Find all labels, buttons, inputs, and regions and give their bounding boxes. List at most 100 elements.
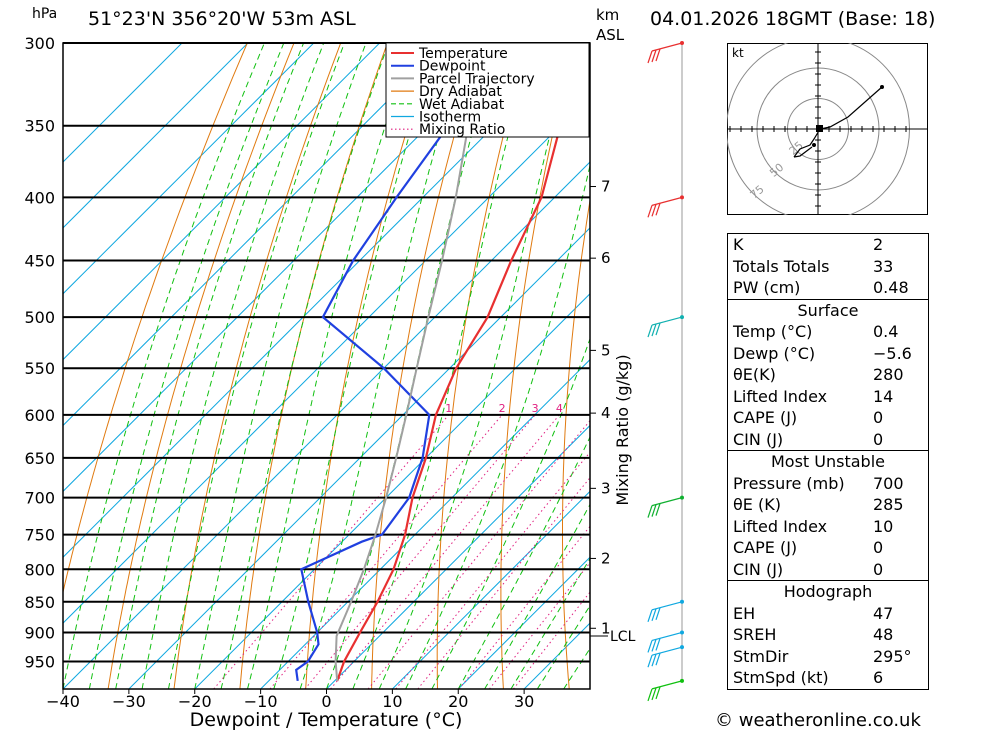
wind-barb (647, 645, 684, 668)
hodograph-stat-label: EH (733, 603, 756, 623)
mixing-ratio-line (304, 414, 536, 689)
km-tick-label: 4 (601, 404, 611, 422)
mixing-ratio-line (489, 561, 590, 689)
km-unit-label: km (596, 6, 620, 24)
index-label: PW (cm) (733, 278, 801, 298)
dry-adiabat-line (173, 43, 342, 689)
hodograph-stat-label: SREH (733, 625, 777, 645)
most-unstable-row: CAPE (J) 0 (728, 537, 928, 559)
index-value: 2 (873, 235, 884, 255)
dry-adiabat-line (107, 43, 295, 689)
surface-row: CAPE (J) 0 (728, 407, 928, 429)
mixing-ratio-line (330, 414, 560, 689)
location-title: 51°23'N 356°20'W 53m ASL (88, 8, 356, 30)
hodograph-stat-label: StmSpd (kt) (733, 668, 829, 688)
km-tick-label: 6 (601, 249, 611, 267)
wind-barb (647, 599, 684, 622)
index-label: Totals Totals (733, 256, 830, 276)
most-unstable-value: 285 (873, 495, 904, 515)
legend-label: Wet Adiabat (419, 97, 505, 113)
surface-value: 0 (873, 429, 884, 449)
wet-adiabat-line (299, 43, 468, 689)
mixing-ratio-line (395, 451, 590, 689)
legend-label: Parcel Trajectory (419, 71, 535, 87)
isotherm-line (63, 161, 590, 689)
isotherm-line (63, 43, 249, 229)
most-unstable-title: Most Unstable (771, 452, 885, 471)
storm-motion-marker (816, 125, 823, 132)
pressure-unit-label: hPa (32, 6, 58, 22)
hodograph-stat-label: StmDir (733, 646, 789, 666)
wet-adiabat-line (63, 43, 265, 689)
legend-label: Mixing Ratio (419, 122, 505, 138)
dry-adiabat-line (305, 43, 435, 689)
pressure-tick-label: 300 (24, 34, 55, 53)
surface-row: CIN (J) 0 (728, 429, 928, 451)
km-tick-label: 3 (601, 479, 611, 497)
mixing-ratio-tick-label: 20 (702, 402, 716, 415)
hodograph-stat-value: 47 (873, 603, 894, 623)
mixing-ratio-tick-label: 3 (532, 402, 539, 415)
dewpoint-profile (295, 43, 480, 682)
wind-barb (647, 678, 684, 702)
temperature-tick-label: 10 (382, 692, 402, 711)
x-axis-label: Dewpoint / Temperature (°C) (190, 709, 463, 731)
parcel-trajectory-profile (334, 60, 482, 681)
pressure-tick-label: 450 (24, 252, 55, 271)
index-row: Totals Totals 33 (728, 256, 928, 278)
index-row: PW (cm) 0.48 (728, 277, 928, 299)
mixing-ratio-tick-label: 1 (445, 402, 452, 415)
surface-label: CIN (J) (733, 429, 784, 449)
wet-adiabat-line (88, 43, 285, 689)
most-unstable-label: Pressure (mb) (733, 473, 845, 493)
wind-barb (647, 495, 684, 518)
dry-adiabat-line (945, 6, 1000, 715)
mixing-ratio-line (269, 414, 503, 689)
most-unstable-row: Pressure (mb) 700 (728, 473, 928, 495)
mixing-ratio-line (458, 525, 590, 689)
wet-adiabat-line (167, 43, 345, 689)
isotherm-line (326, 424, 590, 689)
pressure-tick-label: 500 (24, 308, 55, 327)
temperature-tick-label: −20 (178, 692, 212, 711)
surface-title: Surface (797, 300, 859, 320)
isotherm-line (63, 43, 512, 493)
surface-value: 14 (873, 386, 894, 406)
wet-adiabat-line (431, 337, 590, 689)
most-unstable-row: CIN (J) 0 (728, 559, 928, 581)
surface-value: 280 (873, 365, 904, 385)
surface-row: θE(K) 280 (728, 364, 928, 386)
mixing-ratio-tick-label: 4 (556, 402, 563, 415)
mixing-ratio-tick-label: 10 (635, 402, 649, 415)
most-unstable-value: 700 (873, 473, 904, 493)
wind-barb (647, 41, 684, 64)
km-tick-label: 1 (601, 619, 611, 637)
hodograph-stat-row: StmSpd (kt) 6 (728, 667, 928, 689)
hodograph-trace (793, 86, 883, 158)
pressure-tick-label: 950 (24, 652, 55, 671)
wet-adiabat-line (405, 163, 590, 689)
index-label: K (733, 235, 744, 255)
surface-row: Dewp (°C) −5.6 (728, 343, 928, 365)
surface-label: CAPE (J) (733, 408, 798, 428)
hodograph-table-title: Hodograph (783, 582, 873, 601)
temperature-tick-label: −30 (112, 692, 146, 711)
surface-label: Temp (°C) (733, 322, 813, 342)
temperature-profile (336, 43, 590, 682)
pressure-tick-label: 350 (24, 117, 55, 136)
datetime-title: 04.01.2026 18GMT (Base: 18) (650, 8, 936, 30)
wet-adiabat-line (457, 435, 590, 689)
wind-barb (647, 195, 684, 218)
hodograph-unit: kt (732, 46, 744, 60)
pressure-tick-label: 800 (24, 560, 55, 579)
mixing-ratio-line (367, 419, 590, 689)
hodograph-point (812, 143, 816, 147)
isotherm-line (63, 43, 446, 427)
isotherm-line (63, 43, 578, 558)
pressure-tick-label: 650 (24, 449, 55, 468)
wet-adiabat-line (194, 43, 367, 689)
legend-label: Isotherm (419, 110, 481, 126)
dry-adiabat-line (994, 6, 1000, 715)
